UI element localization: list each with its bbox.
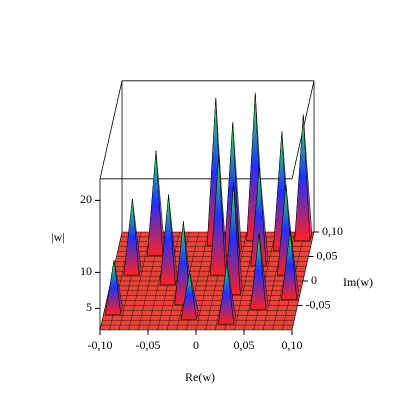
x-tick-label: -0,10 — [88, 338, 113, 352]
spike-face — [168, 194, 178, 285]
z-tick-label: 10 — [80, 264, 92, 278]
z-tick-label: 5 — [86, 300, 92, 314]
y-tick-label: 0,05 — [317, 248, 338, 262]
y-tick-label: 0,10 — [322, 224, 343, 238]
y-axis-label: Im(w) — [343, 275, 373, 289]
y-tick-label: 0 — [311, 273, 317, 287]
spike-face — [258, 233, 268, 310]
x-tick-label: 0,10 — [282, 338, 303, 352]
spike-face — [132, 199, 142, 276]
x-tick-label: -0,05 — [136, 338, 161, 352]
y-tick-label: -0,05 — [306, 297, 331, 311]
z-tick-label: 20 — [80, 192, 92, 206]
spike-face — [233, 182, 243, 295]
spike-face — [289, 230, 299, 300]
z-axis-label: |w| — [51, 230, 64, 244]
spike-face — [303, 114, 313, 241]
x-axis-label: Re(w) — [185, 370, 215, 384]
x-tick-label: 0 — [193, 338, 199, 352]
spike-face — [259, 167, 269, 266]
box-edge — [99, 80, 123, 179]
spike-face — [189, 272, 199, 320]
spike-face — [226, 262, 236, 325]
spike-face — [232, 121, 242, 256]
x-tick-label: 0,05 — [234, 338, 255, 352]
spike-face — [113, 259, 123, 315]
